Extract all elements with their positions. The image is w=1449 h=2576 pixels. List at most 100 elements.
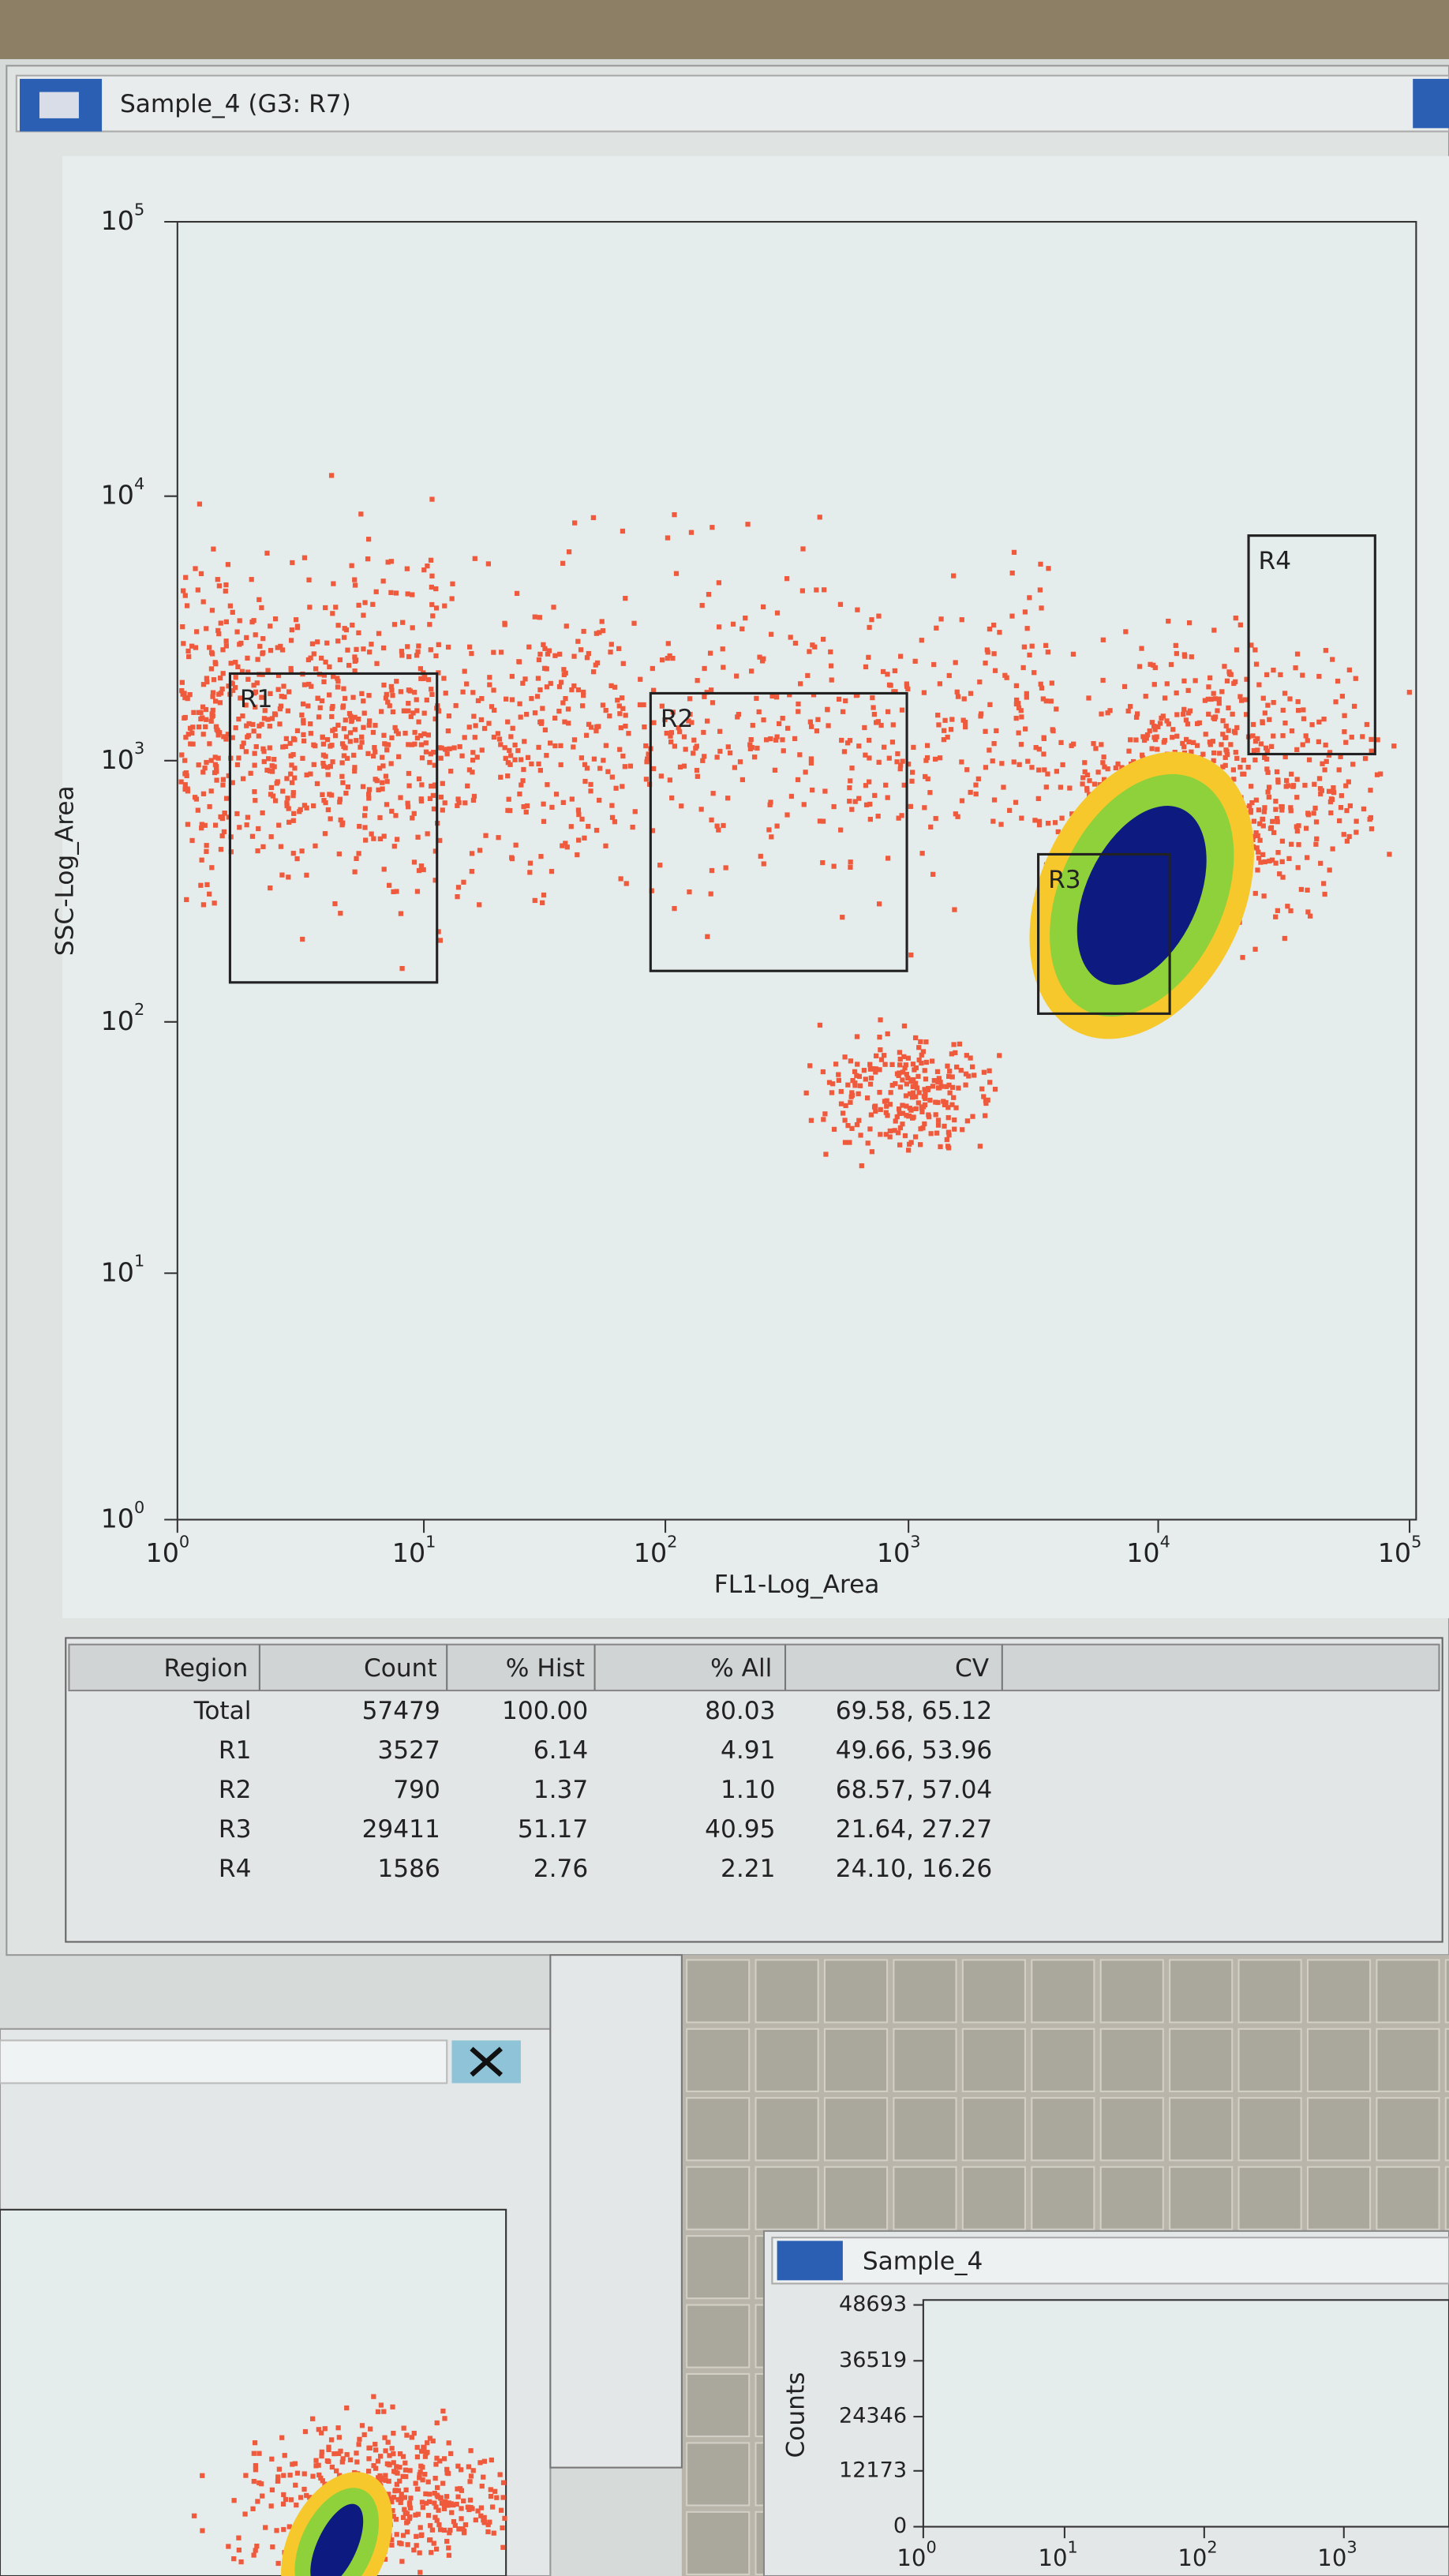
event-dot — [1253, 661, 1260, 667]
event-dot — [522, 739, 527, 744]
event-dot — [894, 759, 900, 765]
event-dot — [945, 1144, 951, 1149]
event-dot — [901, 1054, 907, 1060]
event-dot — [1174, 690, 1179, 696]
tick-label: 105 — [1378, 1533, 1422, 1568]
event-dot — [701, 729, 706, 736]
event-dot — [856, 796, 862, 801]
event-dot — [905, 1055, 912, 1061]
event-dot — [537, 767, 543, 773]
event-dot — [963, 1071, 969, 1076]
event-dot — [1320, 761, 1325, 766]
event-dot — [366, 722, 372, 728]
event-dot — [294, 856, 300, 862]
event-dot — [560, 700, 566, 706]
event-dot — [798, 681, 803, 687]
event-dot — [269, 2487, 275, 2493]
event-dot — [487, 675, 492, 680]
event-dot — [369, 642, 374, 647]
event-dot — [571, 737, 578, 743]
event-dot — [400, 620, 406, 625]
event-dot — [1222, 735, 1228, 740]
event-dot — [477, 902, 482, 908]
event-dot — [537, 615, 542, 620]
event-dot — [1280, 874, 1286, 880]
event-dot — [710, 791, 716, 796]
event-dot — [1210, 739, 1215, 744]
event-dot — [218, 814, 223, 820]
event-dot — [414, 889, 421, 894]
event-dot — [885, 672, 890, 677]
event-dot — [541, 665, 548, 671]
event-dot — [195, 587, 200, 593]
event-dot — [189, 730, 195, 736]
event-dot — [575, 687, 582, 693]
desktop-tile — [686, 1959, 751, 2024]
event-dot — [420, 2505, 425, 2510]
event-dot — [792, 640, 799, 646]
event-dot — [226, 683, 231, 689]
event-dot — [328, 763, 333, 769]
event-dot — [1241, 758, 1246, 763]
event-dot — [419, 2448, 425, 2454]
event-dot — [417, 2469, 423, 2475]
table-cell: 790 — [393, 1776, 440, 1804]
event-dot — [371, 753, 376, 759]
event-dot — [1313, 819, 1320, 825]
event-dot — [272, 712, 279, 717]
event-dot — [949, 1051, 955, 1057]
event-dot — [1140, 752, 1145, 758]
event-dot — [477, 848, 483, 853]
event-dot — [278, 703, 284, 709]
event-dot — [1364, 721, 1370, 728]
event-dot — [383, 695, 389, 701]
event-dot — [475, 2508, 481, 2514]
event-dot — [465, 783, 470, 788]
event-dot — [1305, 811, 1311, 816]
close-button[interactable] — [1413, 78, 1449, 129]
event-dot — [1282, 721, 1288, 726]
event-dot — [270, 769, 275, 774]
event-dot — [873, 1069, 878, 1075]
event-dot — [326, 2447, 331, 2453]
region-label: R3 — [1048, 866, 1081, 894]
event-dot — [304, 805, 309, 811]
event-dot — [467, 2479, 473, 2484]
event-dot — [425, 2440, 430, 2446]
event-dot — [385, 2439, 391, 2445]
event-dot — [1245, 765, 1251, 770]
event-dot — [699, 602, 705, 608]
event-dot — [404, 2529, 410, 2535]
event-dot — [953, 1050, 958, 1056]
desktop-tile — [1169, 2097, 1234, 2162]
event-dot — [204, 717, 209, 722]
event-dot — [289, 762, 294, 768]
histogram-menu-icon[interactable] — [777, 2241, 843, 2281]
event-dot — [446, 2545, 451, 2551]
y-tick-label: 36519 — [839, 2348, 907, 2372]
event-dot — [330, 703, 335, 710]
event-dot — [431, 2540, 436, 2546]
table-cell: 3527 — [377, 1736, 440, 1765]
event-dot — [749, 668, 754, 674]
event-dot — [256, 2451, 262, 2456]
event-dot — [1368, 788, 1373, 793]
event-dot — [417, 2525, 423, 2530]
event-dot — [1149, 746, 1155, 751]
event-dot — [407, 2502, 413, 2507]
event-dot — [481, 2458, 487, 2464]
event-dot — [931, 1077, 937, 1084]
event-dot — [620, 706, 626, 711]
event-dot — [828, 649, 833, 655]
event-dot — [216, 631, 222, 637]
event-dot — [350, 695, 356, 700]
event-dot — [328, 743, 333, 749]
event-dot — [223, 796, 230, 801]
event-dot — [623, 596, 628, 601]
event-dot — [822, 788, 828, 794]
event-dot — [444, 2470, 450, 2476]
event-dot — [301, 803, 308, 808]
event-dot — [930, 871, 936, 877]
event-dot — [332, 900, 338, 907]
event-dot — [284, 776, 290, 781]
